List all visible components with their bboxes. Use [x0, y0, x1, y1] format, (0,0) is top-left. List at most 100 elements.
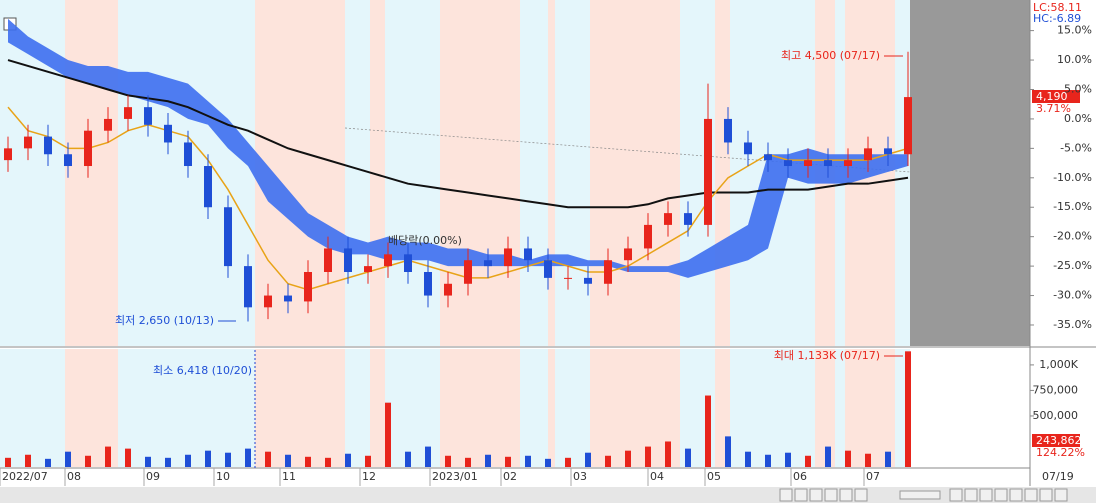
candle-body — [384, 254, 392, 267]
candle-body — [404, 254, 412, 272]
y-tick-label: -30.0% — [1053, 289, 1092, 302]
button[interactable] — [964, 488, 978, 502]
band — [715, 0, 730, 346]
volume-bar — [125, 448, 131, 467]
volume-bar — [565, 457, 571, 467]
volume-bar — [105, 446, 111, 467]
y-tick-label: -5.0% — [1060, 141, 1092, 154]
candle-body — [804, 160, 812, 167]
candle-body — [744, 142, 752, 155]
y-tick-label: 0.0% — [1064, 112, 1092, 125]
candle-body — [344, 248, 352, 272]
band — [555, 349, 590, 467]
volume-box — [1032, 434, 1080, 447]
y-tick-label: 15.0% — [1057, 24, 1092, 37]
candle-body — [864, 148, 872, 161]
button[interactable] — [979, 488, 993, 502]
button[interactable] — [839, 488, 853, 502]
change-label: 3.71% — [1036, 102, 1071, 115]
annotation: 배당락(0.00%) — [388, 234, 462, 247]
candle-body — [484, 260, 492, 267]
moving-average — [7, 59, 909, 209]
volume-bar — [505, 456, 511, 467]
lc-label: LC:58.11 — [1033, 1, 1082, 14]
volume-bar — [25, 454, 31, 467]
band — [370, 349, 385, 467]
volume-bar — [865, 453, 871, 467]
y-tick-label: -15.0% — [1053, 200, 1092, 213]
future-area — [910, 0, 1030, 346]
candle-body — [724, 118, 732, 143]
slider[interactable] — [899, 490, 941, 500]
annotation: 최소 6,418 (10/20) — [153, 364, 252, 377]
candle-body — [644, 224, 652, 249]
x-tick-label: 2023/01 — [432, 470, 478, 483]
annotation: 최저 2,650 (10/13) — [115, 314, 214, 327]
button[interactable] — [809, 488, 823, 502]
candle-body — [544, 260, 552, 278]
volume-bar — [65, 451, 71, 467]
x-tick-label: 09 — [146, 470, 160, 483]
candle-body — [324, 248, 332, 272]
x-tick-label: 04 — [650, 470, 664, 483]
volume-bar — [245, 448, 251, 467]
volume-bar — [285, 454, 291, 467]
volume-bar — [665, 441, 671, 467]
button[interactable] — [1054, 488, 1068, 502]
x-tick-label: 05 — [707, 470, 721, 483]
candle-body — [264, 295, 272, 308]
candle-body — [4, 148, 12, 161]
band — [440, 349, 520, 467]
band — [118, 0, 255, 346]
band — [555, 0, 590, 346]
candle-body — [304, 271, 312, 302]
candle-body — [784, 160, 792, 167]
button[interactable] — [949, 488, 963, 502]
candle-body — [24, 136, 32, 149]
hc-label: HC:-6.89 — [1033, 12, 1081, 25]
volume-label: 243,862 — [1036, 434, 1082, 447]
price-box — [1032, 90, 1080, 103]
moving-average — [7, 106, 909, 291]
candle-body — [224, 207, 232, 267]
band — [845, 349, 895, 467]
button[interactable] — [1024, 488, 1038, 502]
candle-body — [604, 260, 612, 284]
y-tick-label: 5.0% — [1064, 82, 1092, 95]
button[interactable] — [1009, 488, 1023, 502]
x-tick-label: 03 — [573, 470, 587, 483]
button[interactable] — [824, 488, 838, 502]
band — [520, 0, 548, 346]
candle-body — [84, 130, 92, 167]
x-tick-label: 07 — [866, 470, 880, 483]
band — [255, 349, 345, 467]
button[interactable] — [994, 488, 1008, 502]
volume-bar — [845, 450, 851, 467]
x-tick-label: 12 — [362, 470, 376, 483]
candle-body — [464, 260, 472, 284]
button[interactable] — [1039, 488, 1053, 502]
band — [118, 349, 255, 467]
band — [0, 349, 65, 467]
button[interactable] — [779, 488, 793, 502]
candle-body — [764, 154, 772, 161]
band — [730, 349, 815, 467]
candle-body — [684, 213, 692, 225]
volume-bar — [645, 446, 651, 467]
volume-bar — [205, 450, 211, 467]
button[interactable] — [854, 488, 868, 502]
candle-body — [44, 136, 52, 155]
candle-body — [184, 142, 192, 167]
band — [345, 0, 370, 346]
volume-bar — [745, 451, 751, 467]
candle-body — [584, 277, 592, 284]
volume-bar — [265, 451, 271, 467]
y-tick-label: -35.0% — [1053, 318, 1092, 331]
band — [385, 349, 440, 467]
button[interactable] — [794, 488, 808, 502]
volume-bar — [185, 454, 191, 467]
annotation: 최고 4,500 (07/17) — [781, 49, 880, 62]
volume-bar — [445, 455, 451, 467]
volume-bar — [825, 446, 831, 467]
